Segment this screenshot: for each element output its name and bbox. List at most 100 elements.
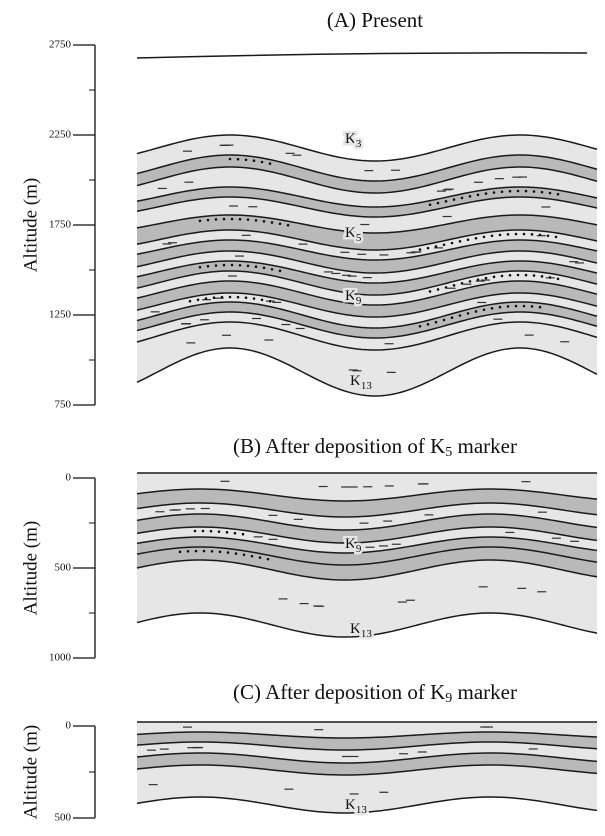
- marker-sub: 13: [361, 628, 373, 640]
- sand-dot: [444, 286, 448, 289]
- sand-dot: [474, 310, 478, 313]
- sand-dot: [266, 557, 270, 561]
- sand-dot: [242, 553, 246, 557]
- sand-dot: [484, 276, 488, 280]
- sand-dot: [458, 240, 462, 243]
- sand-dot: [548, 191, 552, 195]
- strata-line: [136, 280, 598, 306]
- marker-sub: 3: [356, 138, 362, 150]
- marker-letter: K: [350, 621, 361, 637]
- strata-band: [137, 215, 597, 250]
- title-text: (B) After deposition of K: [233, 434, 445, 458]
- strata-line: [136, 612, 598, 638]
- sand-dot: [442, 318, 446, 322]
- strata-band: [137, 281, 597, 317]
- y-tick-label: 2750: [49, 39, 72, 51]
- title-sub: 5: [445, 445, 452, 460]
- sand-dot: [270, 221, 274, 224]
- sand-dot: [492, 275, 496, 279]
- strata-line: [136, 488, 598, 502]
- sand-dot: [193, 529, 197, 533]
- sand-dot: [194, 549, 198, 553]
- marker-label: K13: [350, 373, 372, 391]
- strata-band: [137, 240, 597, 273]
- strata-band: [137, 261, 597, 295]
- sand-dot: [436, 288, 440, 291]
- y-tick-label: 500: [55, 812, 72, 824]
- sand-dot: [204, 297, 208, 300]
- panel: (C) After deposition of K9 marker 0 500 Alt…: [20, 680, 598, 824]
- strata-band: [137, 155, 597, 193]
- sand-dot: [538, 305, 542, 309]
- strata-line: [136, 186, 598, 208]
- strata-line: [136, 166, 598, 194]
- sand-dot: [286, 223, 290, 227]
- sand-dot: [524, 273, 528, 277]
- y-tick-label: 500: [55, 562, 72, 574]
- strata-line: [136, 536, 598, 554]
- y-axis-label: Altitude (m): [20, 521, 41, 615]
- panel: (B) After deposition of K5 marker 0 500 100…: [20, 434, 598, 664]
- sand-dot: [540, 275, 544, 278]
- sand-dot: [250, 554, 254, 558]
- sand-dot: [198, 219, 202, 223]
- strata-line: [136, 796, 598, 814]
- sand-dot: [260, 160, 264, 164]
- sand-dot: [508, 273, 512, 277]
- sand-dot: [498, 233, 502, 237]
- sand-dot: [532, 190, 536, 193]
- panel-title: (B) After deposition of K5 marker: [233, 434, 517, 460]
- marker-sub: 9: [356, 543, 362, 555]
- strata-line: [136, 546, 598, 566]
- sand-dot: [268, 162, 272, 165]
- sand-dot: [201, 529, 205, 533]
- sand-dot: [450, 316, 454, 320]
- sand-dot: [498, 305, 502, 309]
- sand-dot: [278, 269, 282, 273]
- sand-dot: [260, 298, 264, 302]
- sand-dot: [482, 308, 486, 312]
- sand-dot: [241, 532, 245, 536]
- sand-dot: [252, 297, 256, 300]
- title-after: marker: [452, 434, 517, 458]
- marker-sub: 13: [361, 380, 373, 392]
- strata-line: [136, 321, 598, 351]
- marker-label: K13: [345, 797, 367, 815]
- marker-letter: K: [345, 288, 356, 304]
- marker-label: K9: [345, 536, 362, 554]
- sand-dot: [206, 264, 210, 268]
- strata-line: [136, 270, 598, 296]
- sand-dot: [548, 276, 552, 279]
- sand-dot: [268, 299, 272, 303]
- sand-dot: [258, 556, 262, 559]
- sand-dot: [490, 307, 494, 310]
- sand-dot: [228, 295, 232, 299]
- top-line: [136, 52, 588, 59]
- panel-title: (A) Present: [327, 8, 423, 32]
- sand-dot: [442, 243, 446, 247]
- strata-line: [136, 196, 598, 218]
- sand-dot: [476, 278, 480, 281]
- sand-dot: [466, 312, 470, 315]
- sand-dot: [225, 531, 229, 534]
- marker-letter: K: [345, 797, 356, 813]
- sand-dot: [186, 550, 190, 553]
- strata-line: [136, 752, 598, 764]
- title-text: (C) After deposition of K: [233, 680, 445, 704]
- sand-dot: [202, 549, 206, 553]
- sand-dot: [490, 234, 494, 238]
- panel-title: (C) After deposition of K9 marker: [233, 680, 517, 706]
- sand-dot: [278, 222, 282, 226]
- sand-dot: [458, 314, 462, 317]
- sand-dot: [546, 234, 550, 238]
- sand-dot: [418, 324, 422, 328]
- sand-dot: [508, 189, 512, 193]
- sand-dot: [228, 157, 232, 161]
- y-tick-label: 0: [66, 472, 72, 484]
- sand-dot: [556, 277, 560, 281]
- sand-dot: [244, 158, 248, 162]
- y-tick-label: 2250: [49, 129, 72, 141]
- strata-line: [136, 260, 598, 284]
- sand-dot: [428, 203, 432, 207]
